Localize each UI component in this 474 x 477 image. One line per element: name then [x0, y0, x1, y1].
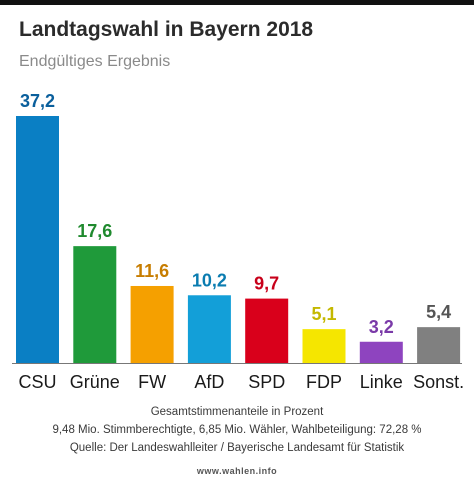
value-label: 5,1	[311, 304, 336, 324]
bar-chart: 37,2 CSU 17,6 Grüne 11,6 FW 10,2 AfD 9,7 SPD 5,1 FD…	[12, 91, 464, 392]
bar-grne	[73, 246, 117, 363]
bar-afd	[187, 295, 231, 363]
category-label: SPD	[248, 372, 285, 392]
value-label: 37,2	[20, 91, 55, 111]
value-label: 5,4	[426, 302, 451, 322]
bar-linke	[359, 341, 403, 363]
footer-caption: Gesamtstimmenanteile in Prozent	[150, 406, 324, 418]
category-label: FW	[138, 372, 166, 392]
footer-electorate: 9,48 Mio. Stimmberechtigte, 6,85 Mio. Wä…	[52, 424, 422, 436]
category-label: Sonst.	[413, 372, 464, 392]
top-rule	[0, 0, 474, 5]
category-label: CSU	[18, 372, 56, 392]
category-label: Grüne	[70, 372, 120, 392]
category-label: AfD	[194, 372, 224, 392]
chart-title: Landtagswahl in Bayern 2018	[19, 18, 314, 41]
value-label: 9,7	[254, 274, 279, 294]
bar-spd	[245, 298, 289, 363]
bar-fw	[130, 285, 174, 363]
category-label: FDP	[306, 372, 342, 392]
bar-sonst	[417, 327, 461, 363]
footer-source: Quelle: Der Landeswahlleiter / Bayerisch…	[69, 442, 405, 454]
brand-watermark: www.wahlen.info	[196, 466, 278, 476]
chart-subtitle: Endgültiges Ergebnis	[19, 53, 171, 70]
value-label: 17,6	[77, 221, 112, 241]
value-label: 10,2	[192, 270, 227, 290]
bar-fdp	[302, 329, 346, 363]
bar-csu	[16, 116, 59, 363]
value-label: 3,2	[369, 317, 394, 337]
value-label: 11,6	[135, 261, 169, 281]
category-label: Linke	[360, 372, 403, 392]
